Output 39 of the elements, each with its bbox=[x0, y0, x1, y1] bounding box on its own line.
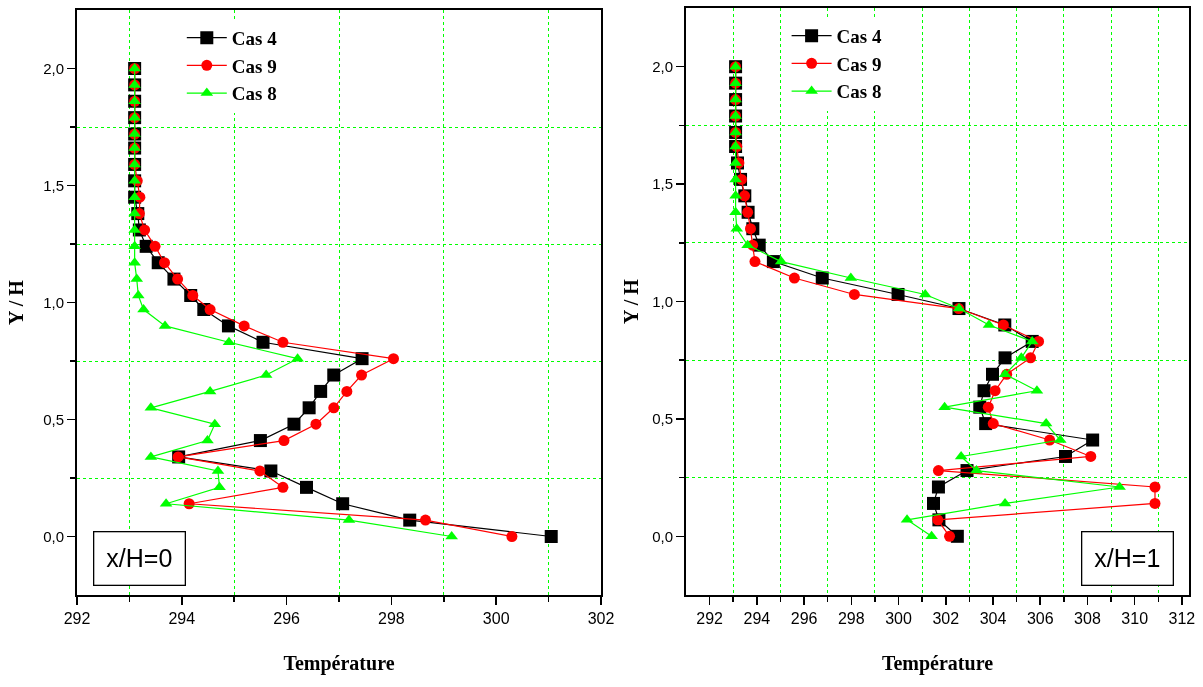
legend-label: Cas 4 bbox=[231, 28, 278, 50]
x-axis-title: Température bbox=[283, 652, 395, 676]
x-tick-label: 308 bbox=[1074, 610, 1101, 628]
x-tick-label: 302 bbox=[932, 610, 960, 628]
x-tick-label: 296 bbox=[273, 610, 301, 628]
y-tick-label: 0,0 bbox=[652, 527, 673, 545]
y-tick-label: 0,5 bbox=[43, 410, 64, 428]
legend-label: Cas 4 bbox=[836, 26, 882, 48]
y-tick-label: 1,5 bbox=[652, 175, 673, 193]
x-tick-label: 294 bbox=[168, 610, 196, 628]
x-tick-label: 292 bbox=[63, 610, 91, 628]
y-axis-title: Y / H bbox=[620, 278, 642, 324]
legend-label: Cas 9 bbox=[836, 53, 882, 75]
y-tick-label: 2,0 bbox=[652, 57, 673, 75]
x-tick-label: 312 bbox=[1168, 610, 1196, 628]
x-tick-label: 310 bbox=[1121, 610, 1149, 628]
x-tick-label: 298 bbox=[378, 610, 405, 628]
x-tick-label: 292 bbox=[696, 610, 724, 628]
legend-label: Cas 8 bbox=[836, 81, 882, 103]
y-tick-label: 1,0 bbox=[43, 293, 64, 311]
y-tick-label: 1,5 bbox=[43, 176, 64, 194]
annotation: x/H=1 bbox=[1094, 544, 1161, 573]
y-tick-label: 1,0 bbox=[652, 292, 673, 310]
x-tick-label: 304 bbox=[979, 610, 1007, 628]
x-tick-label: 296 bbox=[790, 610, 818, 628]
y-tick-label: 2,0 bbox=[43, 59, 64, 77]
legend-label: Cas 9 bbox=[231, 55, 277, 77]
x-tick-label: 300 bbox=[885, 610, 912, 628]
y-tick-label: 0,5 bbox=[652, 410, 673, 428]
x-tick-label: 302 bbox=[587, 610, 615, 628]
x-tick-label: 300 bbox=[482, 610, 510, 628]
x-tick-label: 298 bbox=[837, 610, 865, 628]
x-axis-title: Température bbox=[881, 652, 994, 676]
x-tick-label: 294 bbox=[743, 610, 771, 628]
x-tick-label: 306 bbox=[1026, 610, 1054, 628]
y-tick-label: 0,0 bbox=[43, 527, 64, 545]
annotation: x/H=0 bbox=[106, 544, 173, 573]
legend-label: Cas 8 bbox=[231, 83, 277, 105]
y-axis-title: Y / H bbox=[5, 279, 28, 325]
